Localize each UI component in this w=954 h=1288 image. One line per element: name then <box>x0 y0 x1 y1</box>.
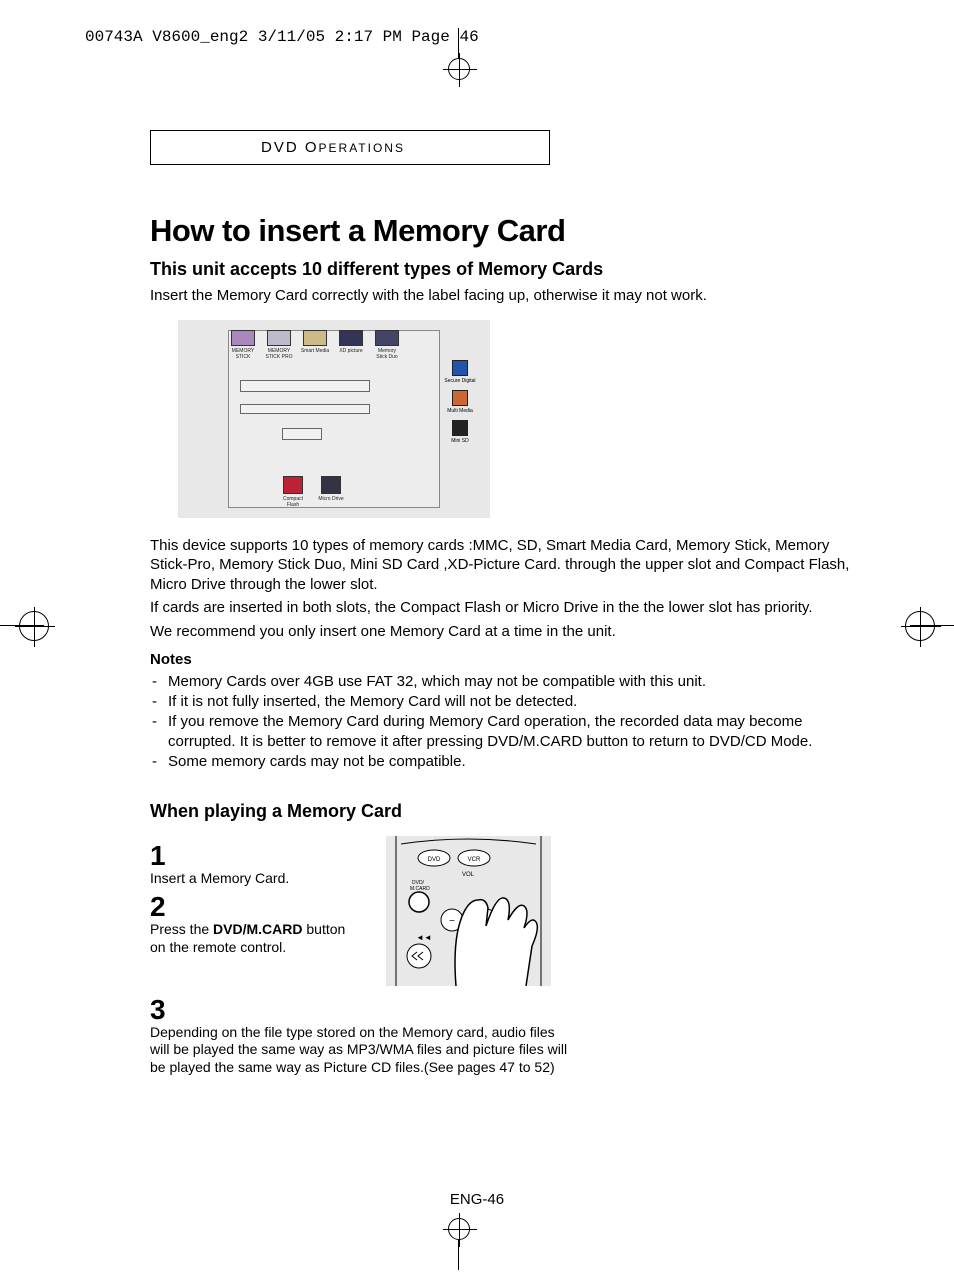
remote-diagram: DVD VCR VOL DVD/ M.CARD − ◄◄ <box>386 836 551 986</box>
diagram-right-col: Secure Digital Multi Media Mini SD <box>440 360 480 450</box>
steps-row: 1 Insert a Memory Card. 2 Press the DVD/… <box>150 836 850 986</box>
step-2-text: Press the DVD/M.CARD button on the remot… <box>150 921 360 956</box>
crop-mark-top <box>444 28 474 78</box>
subtitle: This unit accepts 10 different types of … <box>150 259 850 280</box>
diagram-bottom-row: Compact Flash Micro Drive <box>278 476 346 508</box>
crop-mark-left <box>14 606 54 646</box>
steps-column: 1 Insert a Memory Card. 2 Press the DVD/… <box>150 836 360 957</box>
note-item: Some memory cards may not be compatible. <box>150 752 850 771</box>
svg-text:◄◄: ◄◄ <box>416 933 432 942</box>
step-3-number: 3 <box>150 996 570 1024</box>
intro-text: Insert the Memory Card correctly with th… <box>150 286 850 306</box>
section-label: DVD OPERATIONS <box>261 139 405 156</box>
print-header: 00743A V8600_eng2 3/11/05 2:17 PM Page 4… <box>85 28 479 46</box>
body-p1: This device supports 10 types of memory … <box>150 536 850 595</box>
crop-mark-right <box>900 606 940 646</box>
remote-vol-label: VOL <box>462 872 475 878</box>
page-number: ENG-46 <box>0 1191 954 1208</box>
note-item: If you remove the Memory Card during Mem… <box>150 712 850 750</box>
remote-dvd-label: DVD <box>428 857 441 863</box>
playing-heading: When playing a Memory Card <box>150 801 850 822</box>
step-1-number: 1 <box>150 842 360 870</box>
svg-text:M.CARD: M.CARD <box>410 886 430 892</box>
step-3-text: Depending on the file type stored on the… <box>150 1024 570 1077</box>
remote-vcr-label: VCR <box>468 857 481 863</box>
notes-list: Memory Cards over 4GB use FAT 32, which … <box>150 672 850 771</box>
body-p3: We recommend you only insert one Memory … <box>150 622 850 642</box>
notes-heading: Notes <box>150 651 850 668</box>
section-label-box: DVD OPERATIONS <box>150 130 550 165</box>
body-p2: If cards are inserted in both slots, the… <box>150 598 850 618</box>
step-1-text: Insert a Memory Card. <box>150 870 360 888</box>
svg-text:−: − <box>449 916 455 927</box>
diagram-top-row: MEMORY STICK MEMORY STICK PRO Smart Medi… <box>228 330 402 360</box>
note-item: Memory Cards over 4GB use FAT 32, which … <box>150 672 850 691</box>
page-content: DVD OPERATIONS How to insert a Memory Ca… <box>150 130 850 1076</box>
note-item: If it is not fully inserted, the Memory … <box>150 692 850 711</box>
step-3-block: 3 Depending on the file type stored on t… <box>150 996 570 1077</box>
memory-card-diagram: MEMORY STICK MEMORY STICK PRO Smart Medi… <box>178 320 490 518</box>
page-title: How to insert a Memory Card <box>150 213 850 249</box>
crop-mark-bottom <box>444 1210 474 1270</box>
step-2-number: 2 <box>150 893 360 921</box>
